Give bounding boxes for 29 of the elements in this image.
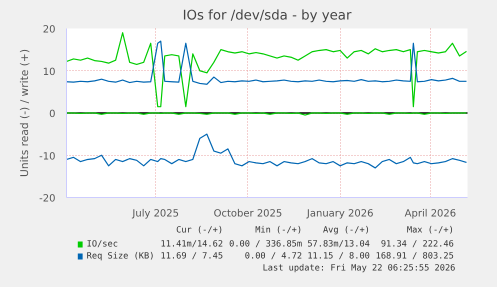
text: 11.69 / 7.45 — [160, 252, 224, 262]
x-tick-label: July 2025 — [131, 208, 180, 220]
line-series — [66, 32, 468, 108]
text: 91.34 / 222.46 — [380, 240, 454, 250]
x-tick-label: January 2026 — [306, 208, 374, 220]
line-series — [66, 40, 468, 85]
text: Avg (-/+) — [322, 226, 370, 236]
text: 11.41m/14.62 — [160, 240, 224, 250]
legend-label: Req Size (KB) — [86, 252, 154, 262]
text: Max (-/+) — [406, 226, 454, 236]
chart-title: IOs for /dev/sda - by year — [182, 8, 352, 24]
y-axis-title: Units read (-) / write (+) — [18, 49, 32, 177]
y-tick-label: 0 — [49, 109, 56, 120]
y-tick-label: 10 — [42, 66, 56, 78]
text: 0.00 / 336.85m — [229, 240, 302, 250]
x-tick-label: October 2025 — [214, 208, 282, 220]
x-tick-label: April 2026 — [404, 208, 456, 220]
text: Min (-/+) — [255, 226, 302, 236]
line-series — [66, 134, 468, 169]
y-tick-label: 20 — [42, 24, 56, 36]
legend-label: IO/sec — [86, 240, 118, 250]
text: Cur (-/+) — [176, 226, 224, 236]
text: 0.00 / 4.72 — [244, 252, 302, 262]
y-tick-label: -10 — [39, 151, 56, 162]
text: Last update: Fri May 22 06:25:55 2026 — [262, 264, 456, 274]
y-tick-label: -20 — [39, 194, 56, 204]
text: 168.91 / 803.25 — [376, 252, 454, 262]
text: 11.15 / 8.00 — [307, 252, 370, 262]
text: 57.83m/13.04 — [307, 240, 370, 250]
